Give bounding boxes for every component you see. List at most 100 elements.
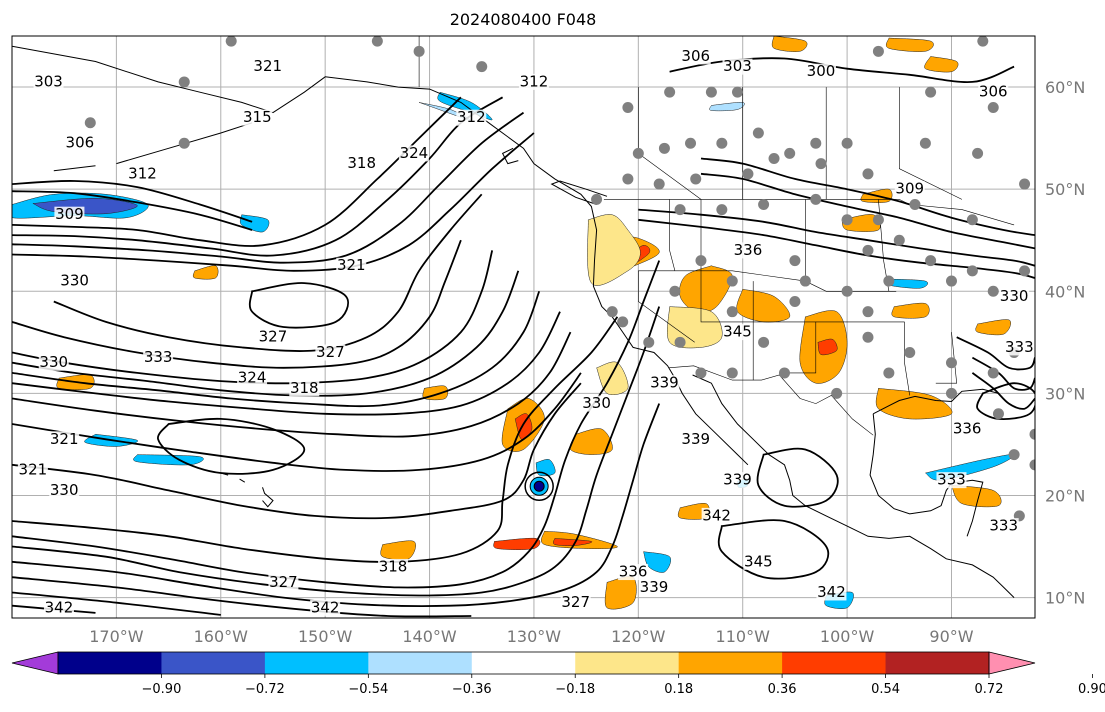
shading-blob: [192, 265, 219, 280]
theta-e-contour-loop: [157, 417, 306, 475]
contour-label-bg: [806, 63, 837, 80]
theta-e-contour: [638, 208, 1035, 267]
political-border: [669, 199, 676, 271]
theta-e-contour-loop: [976, 382, 1035, 420]
colorbar-tick-label: 0.90: [1078, 682, 1105, 697]
station-markers: [84, 36, 1035, 522]
contour-label-bg: [38, 354, 69, 371]
colorbar-segment: [58, 652, 162, 674]
contour-label-bg: [680, 48, 711, 65]
lat-label: 30°N: [1045, 384, 1085, 403]
political-border: [899, 87, 963, 200]
contour-label: 306: [979, 83, 1008, 101]
colorbar-tick-label: 0.54: [871, 682, 900, 697]
theta-e-contour: [12, 132, 535, 272]
contour-label: 312: [457, 108, 486, 126]
station-marker: [883, 275, 895, 287]
theta-e-contour: [12, 239, 462, 369]
plot-area: 3033063213153183243123123123093213303273…: [12, 36, 1035, 618]
colorbar: −0.90 −0.72 −0.54 −0.36 −0.18 0.18 0.36 0.54 0.7…: [11, 651, 1105, 697]
contour-label-bg: [732, 242, 763, 259]
contour-label: 333: [144, 348, 173, 366]
contour-label-bg: [143, 349, 174, 366]
contour-label-bg: [894, 181, 925, 198]
longitude-labels: 170°W 160°W 150°W 140°W 130°W 120°W 110°W 100°W…: [89, 627, 974, 646]
station-marker: [945, 357, 957, 369]
contour-label: 345: [723, 323, 752, 341]
contour-label-bg: [816, 584, 847, 601]
station-marker: [371, 36, 383, 47]
station-marker: [768, 153, 780, 165]
station-marker: [945, 275, 957, 287]
contour-label: 324: [238, 369, 267, 387]
shading-blob: [951, 484, 1002, 508]
station-marker: [831, 387, 843, 399]
station-marker: [1008, 449, 1020, 461]
station-marker: [810, 193, 822, 205]
station-marker: [664, 86, 676, 98]
station-marker: [622, 173, 634, 185]
political-border: [904, 321, 910, 396]
colorbar-extend-min: [11, 651, 59, 675]
station-marker: [658, 142, 670, 154]
contour-label-bg: [978, 84, 1009, 101]
station-marker: [632, 147, 644, 159]
station-marker: [815, 158, 827, 170]
political-border: [638, 270, 695, 343]
contour-label: 339: [640, 578, 669, 596]
station-marker: [617, 316, 629, 328]
contour-label-bg: [242, 109, 273, 126]
colorbar-extend-max: [988, 651, 1036, 675]
station-marker: [413, 45, 425, 57]
colorbar-tick-label: 0.72: [975, 682, 1004, 697]
contour-label: 327: [316, 343, 345, 361]
lon-label: 110°W: [716, 627, 771, 646]
contour-label: 306: [681, 47, 710, 65]
political-border: [935, 332, 958, 384]
station-marker: [862, 244, 874, 256]
station-marker: [84, 117, 96, 129]
station-marker: [987, 101, 999, 113]
contour-label: 339: [723, 471, 752, 489]
contour-label-bg: [743, 553, 774, 570]
figure-title: 2024080400 F048: [450, 10, 597, 29]
theta-e-contour-loop: [756, 447, 839, 508]
station-marker: [977, 36, 989, 47]
contour-label-bg: [999, 288, 1030, 305]
contour-label: 309: [895, 180, 924, 198]
station-marker: [674, 336, 686, 348]
theta-e-contour-loop: [717, 519, 830, 580]
station-marker: [909, 198, 921, 210]
contour-label: 327: [269, 573, 298, 591]
shading-blob: [885, 37, 934, 52]
contour-label-bg: [988, 518, 1019, 535]
contour-label-bg: [257, 329, 288, 346]
contour-label: 306: [66, 134, 95, 152]
political-border: [668, 365, 874, 436]
contour-label: 321: [337, 256, 366, 274]
theta-e-contour: [12, 190, 253, 231]
contour-label: 318: [290, 379, 319, 397]
map-frame: [11, 35, 1036, 619]
colorbar-tick-label: −0.90: [142, 682, 182, 697]
contour-label-bg: [127, 165, 158, 182]
theta-e-contour: [12, 306, 661, 597]
station-marker: [841, 137, 853, 149]
contour-label-bg: [618, 564, 649, 581]
contour-label-bg: [33, 73, 64, 90]
contour-label: 342: [702, 506, 731, 524]
station-marker: [789, 255, 801, 267]
contour-label-bg: [456, 109, 487, 126]
coastline: [262, 487, 274, 508]
contour-label: 303: [723, 57, 752, 75]
station-marker: [690, 173, 702, 185]
contour-label-bg: [581, 395, 612, 412]
station-marker: [1029, 459, 1035, 471]
station-marker: [705, 86, 717, 98]
coastline: [869, 413, 984, 537]
colorbar-segment: [161, 652, 266, 674]
station-marker: [862, 331, 874, 343]
theta-e-contour-loop: [248, 282, 349, 329]
station-marker: [841, 214, 853, 226]
shading-blob: [709, 102, 745, 112]
